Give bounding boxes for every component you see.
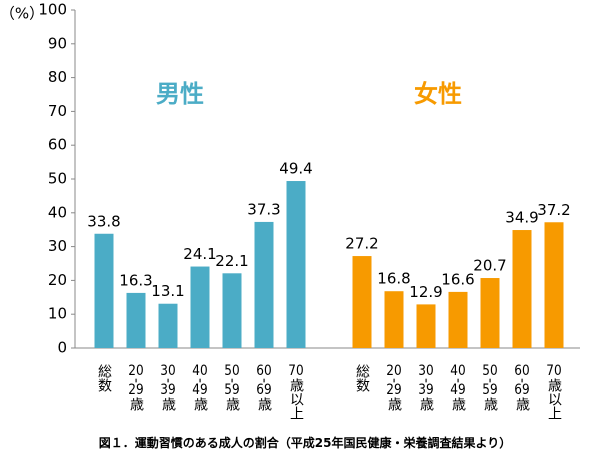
bar bbox=[448, 291, 468, 348]
y-tick-label: 90 bbox=[48, 34, 67, 52]
y-tick-label: 0 bbox=[57, 339, 67, 357]
x-tick-label: 30-39歳 bbox=[160, 364, 176, 412]
bar bbox=[158, 303, 178, 348]
bar bbox=[94, 233, 114, 348]
y-tick-label: 30 bbox=[48, 237, 67, 255]
y-tick-label: 10 bbox=[48, 305, 67, 323]
bar bbox=[512, 230, 532, 348]
bar bbox=[126, 292, 146, 348]
value-label: 16.8 bbox=[377, 270, 410, 288]
value-label: 34.9 bbox=[505, 209, 538, 227]
x-tick-label: 70歳以上 bbox=[546, 364, 562, 420]
value-label: 37.3 bbox=[247, 200, 280, 218]
bar bbox=[416, 304, 436, 348]
bar bbox=[190, 266, 210, 348]
bar bbox=[286, 181, 306, 348]
bar bbox=[254, 221, 274, 348]
x-tick-label: 70歳以上 bbox=[288, 364, 304, 420]
bar bbox=[352, 256, 372, 348]
y-tick-label: 40 bbox=[48, 203, 67, 221]
value-label: 33.8 bbox=[87, 212, 120, 230]
value-label: 22.1 bbox=[215, 252, 248, 270]
bar bbox=[544, 222, 564, 348]
x-tick-label: 30-39歳 bbox=[418, 364, 434, 412]
x-tick-label: 60-69歳 bbox=[256, 364, 272, 412]
value-label: 37.2 bbox=[537, 201, 570, 219]
x-tick-label: 20-29歳 bbox=[386, 364, 402, 412]
x-tick-label: 50-59歳 bbox=[224, 364, 240, 412]
series-label: 女性 bbox=[414, 80, 462, 108]
y-tick-label: 80 bbox=[48, 68, 67, 86]
caption: 図１．運動習慣のある成人の割合（平成25年国民健康・栄養調査結果より） bbox=[98, 436, 512, 450]
x-tick-label: 40-49歳 bbox=[450, 364, 466, 412]
value-label: 24.1 bbox=[183, 245, 216, 263]
y-tick-label: 70 bbox=[48, 102, 67, 120]
x-tick-label: 40-49歳 bbox=[192, 364, 208, 412]
value-label: 13.1 bbox=[151, 282, 184, 300]
y-axis-label: （%） bbox=[0, 5, 44, 23]
x-tick-label: 20-29歳 bbox=[128, 364, 144, 412]
value-label: 12.9 bbox=[409, 283, 442, 301]
bar bbox=[480, 278, 500, 348]
bar bbox=[222, 273, 242, 348]
y-tick-label: 100 bbox=[38, 1, 67, 19]
x-tick-label: 50-59歳 bbox=[482, 364, 498, 412]
y-tick-label: 20 bbox=[48, 271, 67, 289]
value-label: 16.6 bbox=[441, 270, 474, 288]
x-tick-label: 60-69歳 bbox=[514, 364, 530, 412]
value-label: 49.4 bbox=[279, 160, 312, 178]
bar bbox=[384, 291, 404, 348]
value-label: 20.7 bbox=[473, 257, 506, 275]
x-tick-label: 総数 bbox=[96, 364, 112, 392]
value-label: 16.3 bbox=[119, 271, 152, 289]
x-tick-label: 総数 bbox=[354, 364, 370, 392]
y-tick-label: 60 bbox=[48, 136, 67, 154]
value-label: 27.2 bbox=[345, 235, 378, 253]
y-tick-label: 50 bbox=[48, 170, 67, 188]
series-label: 男性 bbox=[156, 80, 204, 108]
